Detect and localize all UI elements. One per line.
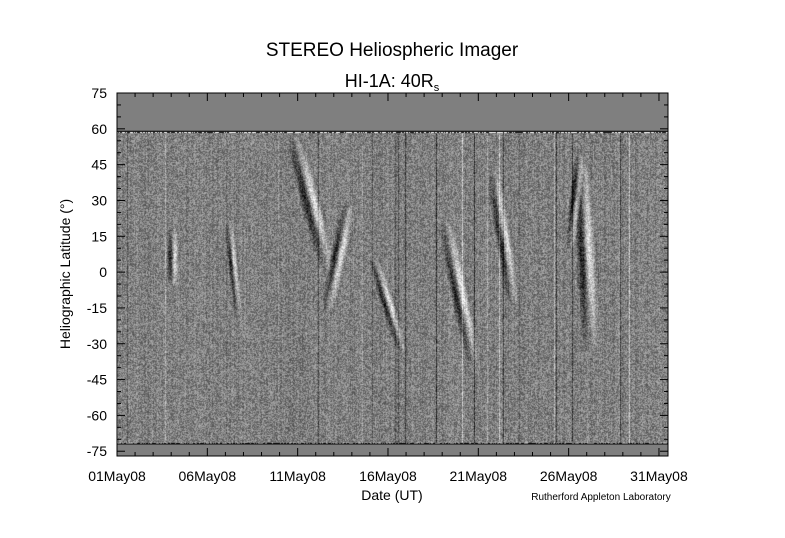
x-tick-label: 21May08 bbox=[450, 468, 508, 484]
chart-subtitle: HI-1A: 40Rs bbox=[345, 71, 440, 94]
x-axis: 01May08 06May08 11May08 16May08 21May08 26May… bbox=[88, 93, 688, 484]
x-tick-label: 31May08 bbox=[630, 468, 688, 484]
y-tick-label: 75 bbox=[91, 85, 107, 101]
x-tick-label: 06May08 bbox=[179, 468, 237, 484]
y-tick-label: 0 bbox=[99, 264, 107, 280]
subtitle-main: HI-1A: 40R bbox=[345, 71, 434, 91]
plot-area bbox=[116, 92, 669, 457]
y-axis-label: Heliographic Latitude (°) bbox=[57, 199, 73, 349]
x-tick-label: 26May08 bbox=[540, 468, 598, 484]
x-tick-label: 11May08 bbox=[269, 468, 326, 484]
y-tick-label: 45 bbox=[91, 157, 107, 173]
data-edges bbox=[117, 130, 668, 445]
y-tick-label: -30 bbox=[87, 336, 107, 352]
y-axis: 75 60 45 30 15 0 -15 -30 -45 -60 -75 bbox=[87, 85, 668, 459]
y-tick-label: -60 bbox=[87, 407, 107, 423]
y-tick-label: -15 bbox=[87, 300, 107, 316]
x-tick-label: 01May08 bbox=[88, 468, 146, 484]
y-tick-label: 30 bbox=[91, 192, 107, 208]
y-tick-label: 15 bbox=[91, 228, 107, 244]
credit-label: Rutherford Appleton Laboratory bbox=[531, 492, 671, 503]
plot-frame bbox=[116, 92, 669, 457]
y-tick-label: -45 bbox=[87, 372, 107, 388]
chart-title: STEREO Heliospheric Imager bbox=[266, 40, 519, 61]
heatmap-image bbox=[117, 93, 668, 456]
x-tick-label: 16May08 bbox=[359, 468, 417, 484]
subtitle-subscript: s bbox=[434, 82, 440, 94]
y-tick-label: 60 bbox=[91, 121, 107, 137]
x-axis-label: Date (UT) bbox=[361, 487, 422, 503]
y-tick-label: -75 bbox=[87, 443, 107, 459]
